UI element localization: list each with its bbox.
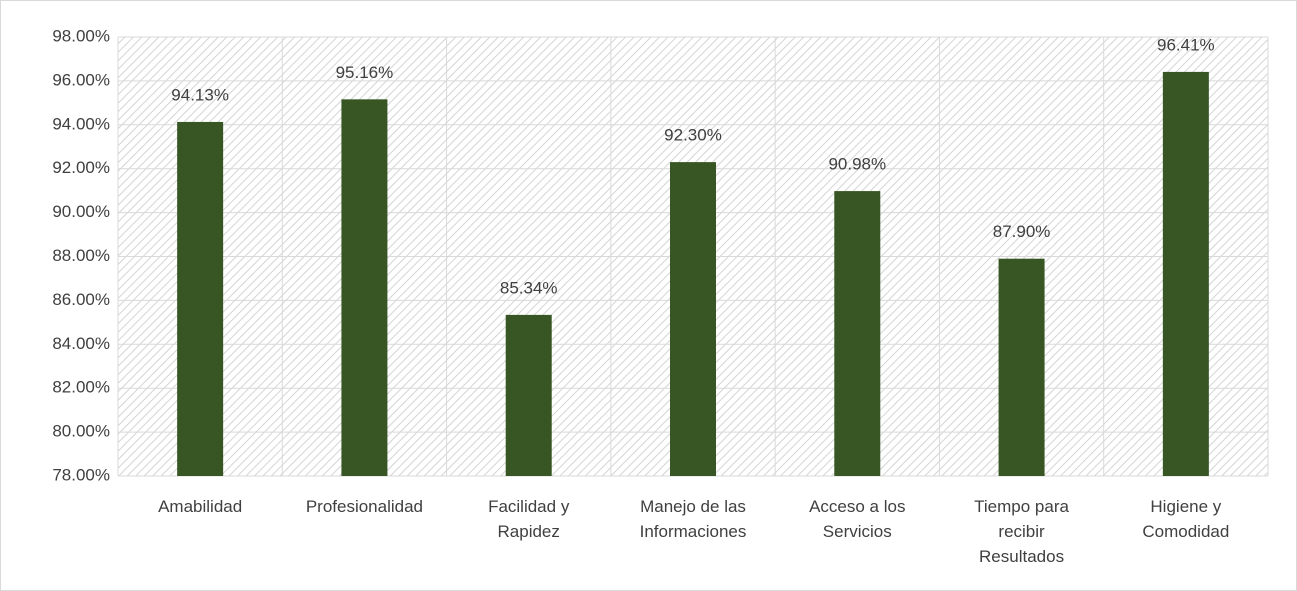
- y-tick-label: 88.00%: [52, 246, 110, 265]
- y-tick-label: 78.00%: [52, 465, 110, 484]
- x-tick-label: Profesionalidad: [305, 497, 424, 516]
- data-label: 94.13%: [171, 85, 229, 104]
- y-tick-label: 90.00%: [52, 202, 110, 221]
- x-tick-label: Acceso a los Servicios: [809, 497, 906, 541]
- bar: [177, 121, 224, 476]
- bar: [998, 258, 1045, 476]
- bar: [834, 191, 881, 477]
- x-tick-label: Tiempo para recibir Resultados: [974, 497, 1069, 566]
- bar: [505, 314, 552, 476]
- x-tick-label: Manejo de las Informaciones: [639, 497, 747, 541]
- data-label: 85.34%: [500, 278, 558, 297]
- y-tick-label: 84.00%: [52, 334, 110, 353]
- x-tick-label: Facilidad y Rapidez: [488, 497, 570, 541]
- bar: [1162, 71, 1209, 476]
- y-tick-label: 96.00%: [52, 70, 110, 89]
- data-label: 95.16%: [336, 63, 394, 82]
- y-tick-label: 98.00%: [52, 26, 110, 45]
- y-tick-label: 92.00%: [52, 158, 110, 177]
- x-tick-label: Higiene y Comodidad: [1142, 497, 1230, 541]
- data-label: 96.41%: [1157, 35, 1215, 54]
- data-label: 90.98%: [828, 155, 886, 174]
- data-label: 87.90%: [993, 222, 1051, 241]
- y-tick-label: 86.00%: [52, 290, 110, 309]
- x-tick-label: Amabilidad: [158, 497, 243, 516]
- y-tick-label: 80.00%: [52, 422, 110, 441]
- bar: [341, 99, 388, 476]
- bar: [670, 162, 716, 477]
- y-tick-label: 94.00%: [52, 114, 110, 133]
- data-label: 92.30%: [664, 126, 722, 145]
- y-tick-label: 82.00%: [52, 378, 110, 397]
